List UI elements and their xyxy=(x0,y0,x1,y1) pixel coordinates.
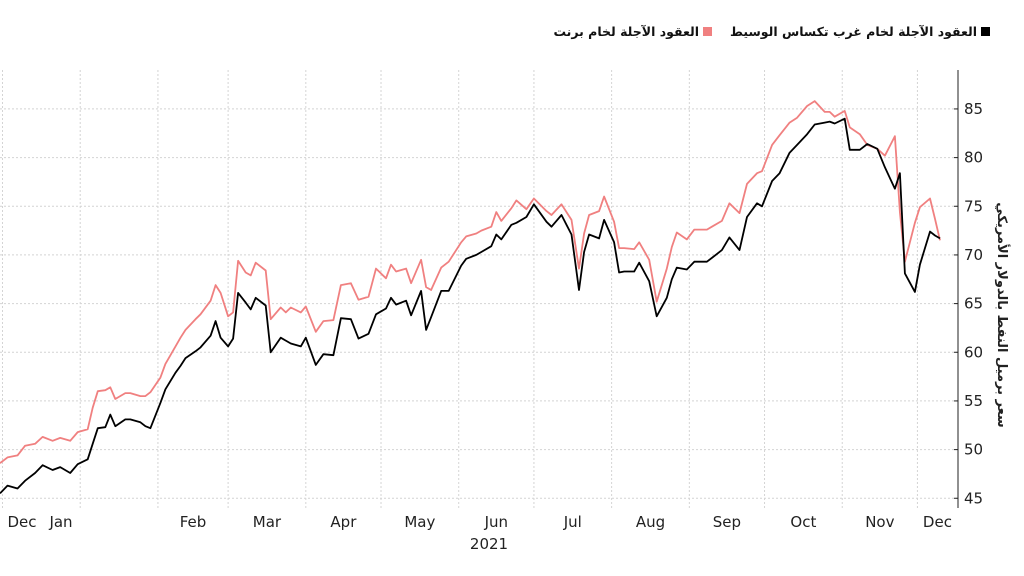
y-tick-label: 70 xyxy=(964,246,983,264)
y-tick-label: 75 xyxy=(964,197,983,215)
chart-labels: 45 50 55 60 65 70 75 80 85 Dec Jan Feb Mar Apr May Jun J… xyxy=(7,100,1011,553)
x-tick-label: May xyxy=(404,513,435,531)
y-axis-title: سعر برميل النفط بالدولار الأمريكي xyxy=(994,202,1011,427)
y-tick-label: 55 xyxy=(964,392,983,410)
series-line-brent xyxy=(0,100,941,464)
chart-axis xyxy=(954,70,959,508)
legend-label-brent: العقود الآجلة لخام برنت xyxy=(553,24,700,39)
x-axis-year-label: 2021 xyxy=(470,535,508,553)
x-tick-label: Mar xyxy=(253,513,282,531)
legend-swatch-brent xyxy=(703,27,713,36)
y-tick-label: 50 xyxy=(964,441,983,459)
x-tick-label: Apr xyxy=(330,513,357,531)
legend-item-wti: العقود الآجلة لخام غرب تكساس الوسيط xyxy=(730,24,990,39)
legend-swatch-wti xyxy=(981,27,990,36)
x-tick-label: Dec xyxy=(923,513,952,531)
x-tick-label: Sep xyxy=(713,513,741,531)
legend-item-brent: العقود الآجلة لخام برنت xyxy=(553,24,713,39)
chart-grid xyxy=(0,70,958,508)
x-tick-label: Jan xyxy=(48,513,72,531)
x-tick-label: Dec xyxy=(7,513,36,531)
x-tick-label: Oct xyxy=(790,513,816,531)
x-tick-label: Jul xyxy=(563,513,582,531)
series-line-wti xyxy=(0,117,941,495)
y-tick-label: 60 xyxy=(964,343,983,361)
x-tick-label: Nov xyxy=(865,513,894,531)
legend-label-wti: العقود الآجلة لخام غرب تكساس الوسيط xyxy=(730,24,977,39)
chart-series xyxy=(0,100,941,495)
x-tick-label: Jun xyxy=(484,513,508,531)
chart-legend: العقود الآجلة لخام غرب تكساس الوسيط العق… xyxy=(553,24,990,39)
x-tick-label: Aug xyxy=(636,513,665,531)
y-tick-label: 80 xyxy=(964,149,983,167)
x-tick-label: Feb xyxy=(180,513,207,531)
y-tick-label: 65 xyxy=(964,295,983,313)
y-tick-label: 85 xyxy=(964,100,983,118)
y-tick-label: 45 xyxy=(964,489,983,507)
